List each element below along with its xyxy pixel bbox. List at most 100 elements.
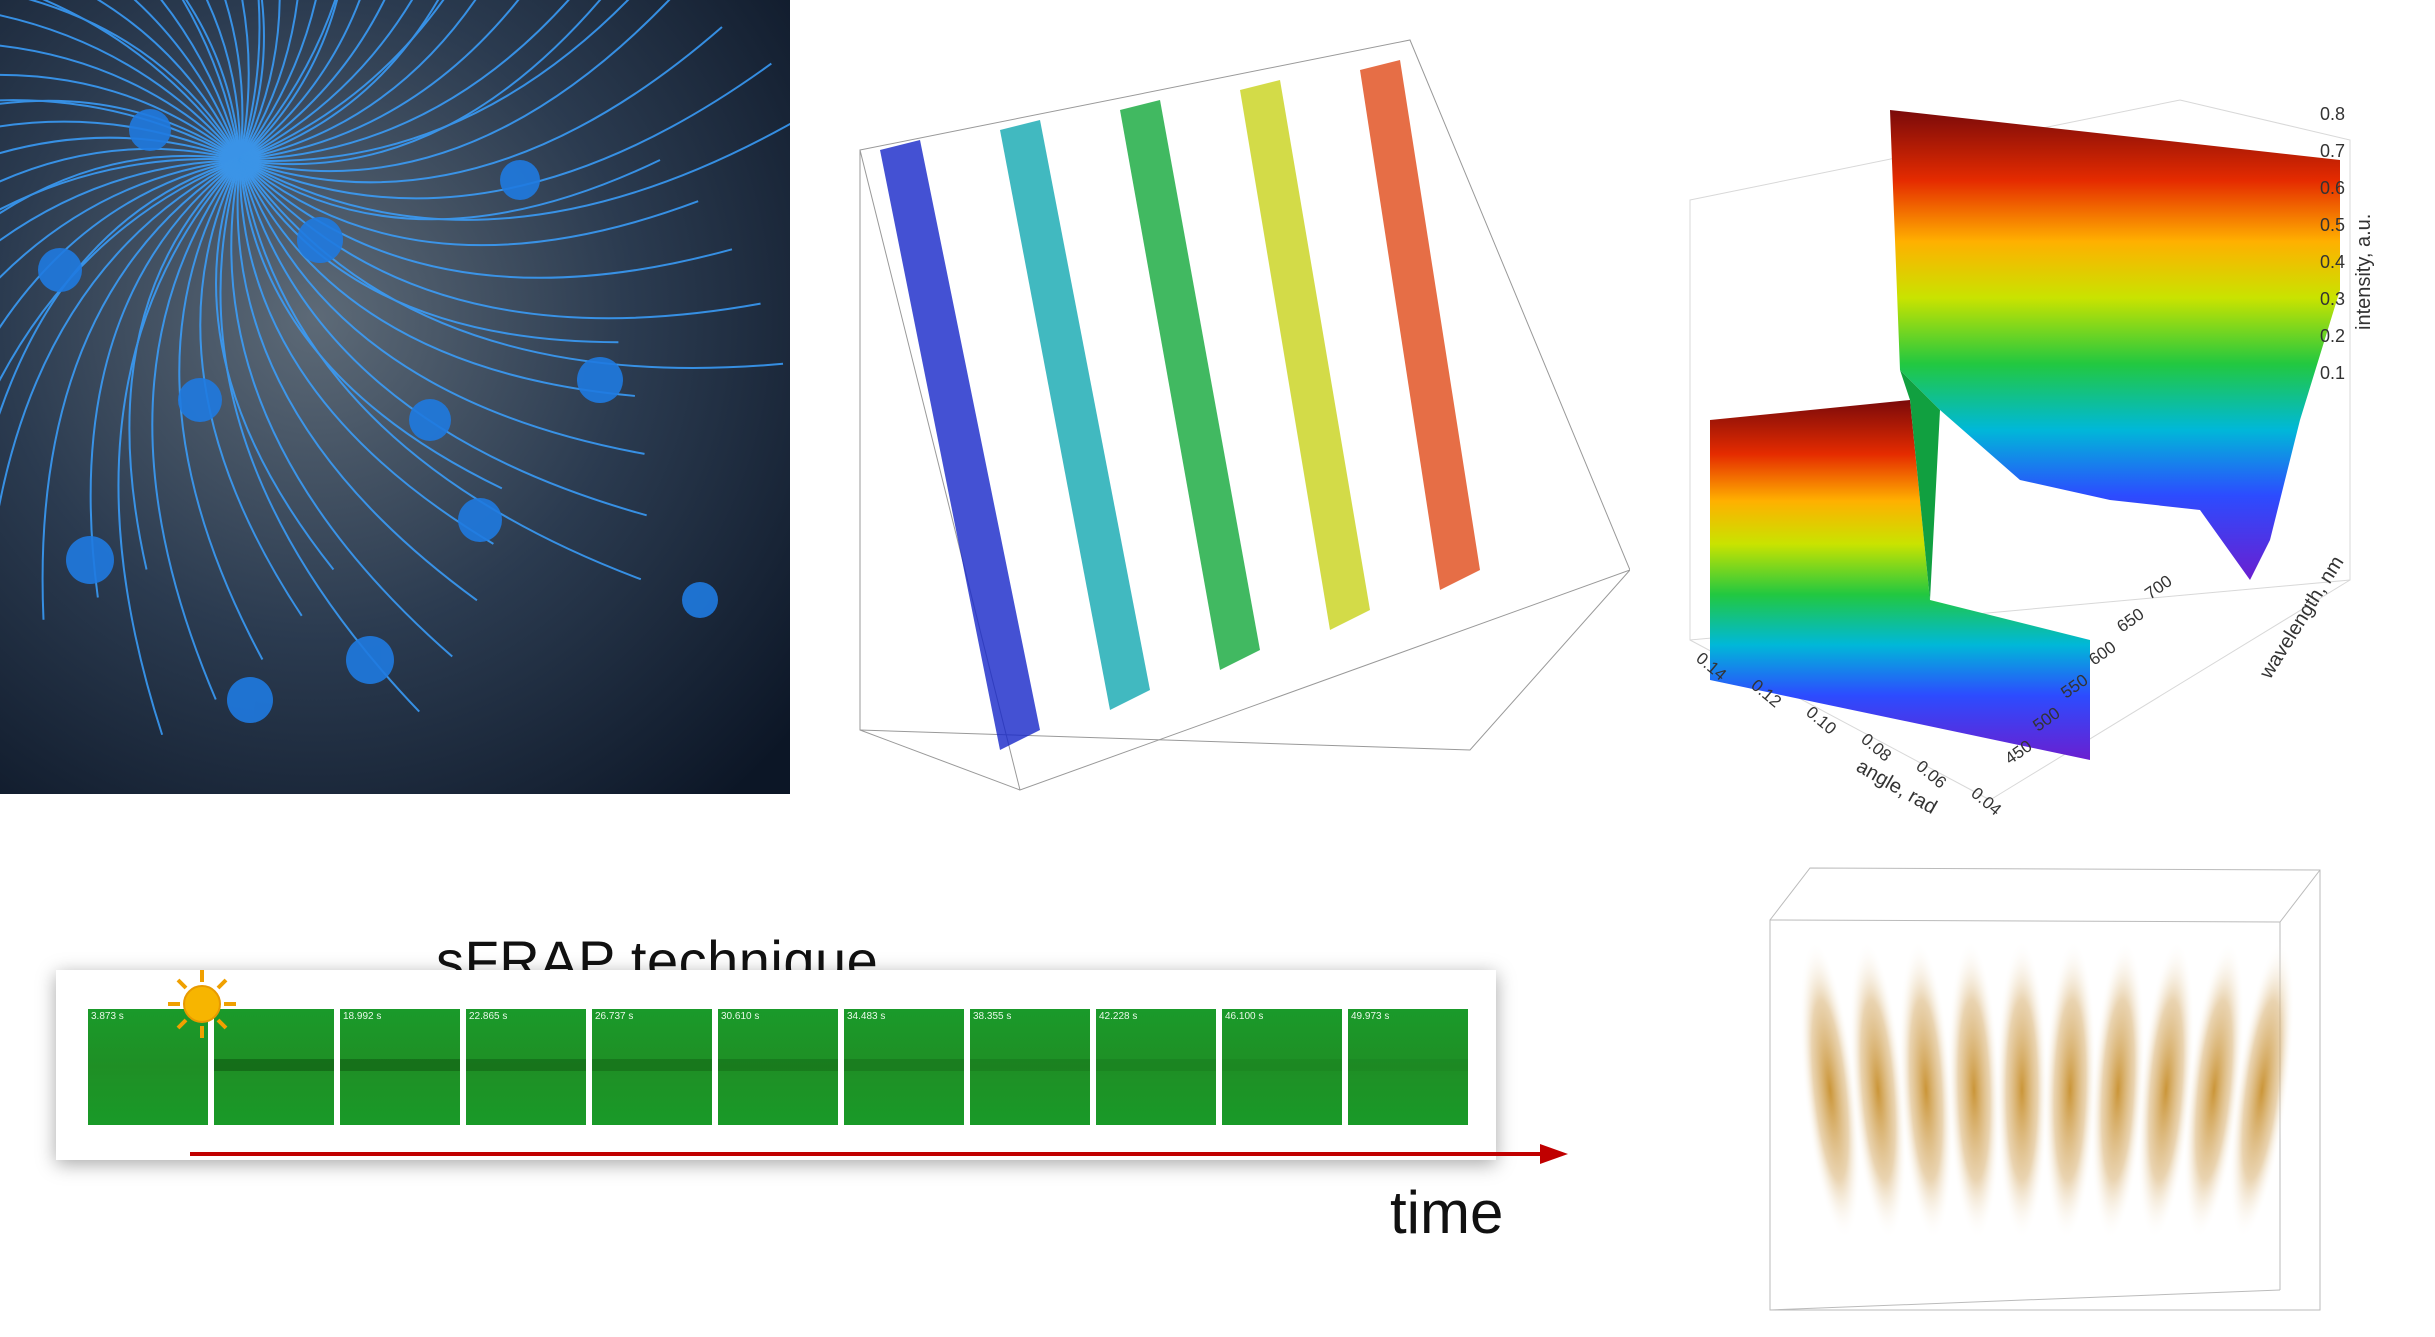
fiber-strand bbox=[239, 0, 337, 161]
y-tick-label: 600 bbox=[2085, 637, 2119, 669]
cell-blob bbox=[297, 217, 343, 263]
fiber-strand bbox=[0, 136, 241, 161]
cell-blob bbox=[227, 677, 273, 723]
frap-frame: 34.483 s bbox=[844, 1009, 964, 1125]
fiber-strand bbox=[239, 0, 445, 161]
frame-sequence: 3.873 s 18.992 s 22.865 s 26.737 s 30.610 s 3… bbox=[88, 1009, 1468, 1125]
fiber-strand bbox=[239, 62, 772, 200]
frap-frame: 26.737 s bbox=[592, 1009, 712, 1125]
gold-stripe bbox=[2137, 940, 2195, 1240]
bleach-band bbox=[844, 1059, 964, 1071]
time-arrow bbox=[190, 1144, 1568, 1164]
fiber-strand bbox=[239, 159, 645, 455]
golden-volume-artwork bbox=[1769, 867, 2321, 1311]
fiber-strand bbox=[239, 0, 671, 173]
frap-frame: 38.355 s bbox=[970, 1009, 1090, 1125]
frap-frame: 18.992 s bbox=[340, 1009, 460, 1125]
fiber-strand bbox=[224, 0, 244, 161]
bleach-band bbox=[1222, 1059, 1342, 1071]
fiber-strand bbox=[239, 159, 635, 397]
fiber-strand bbox=[239, 159, 699, 247]
surface-artwork: 0.8 0.7 0.6 0.5 0.4 0.3 0.2 0.1 intensity, a.u.… bbox=[1689, 99, 2375, 820]
fiber-strand bbox=[0, 44, 241, 161]
color-stripe bbox=[880, 140, 1040, 750]
bleach-band bbox=[466, 1059, 586, 1071]
z-tick-label: 0.1 bbox=[2320, 363, 2345, 383]
fiber-strand bbox=[238, 159, 494, 545]
sfrap-frame-strip: 3.873 s 18.992 s 22.865 s 26.737 s 30.610 s 3… bbox=[56, 970, 1496, 1160]
fiber-strand bbox=[239, 0, 602, 166]
frap-frame: 49.973 s bbox=[1348, 1009, 1468, 1125]
fiber-strand bbox=[27, 0, 241, 161]
fiber-strand bbox=[219, 159, 420, 713]
z-tick-label: 0.5 bbox=[2320, 215, 2345, 235]
color-stripe bbox=[1240, 80, 1370, 630]
fiber-strand bbox=[239, 159, 647, 517]
gold-stripe bbox=[2229, 941, 2295, 1239]
frame-timestamp: 26.737 s bbox=[595, 1011, 634, 1022]
cell-blob bbox=[346, 636, 394, 684]
frame-timestamp: 34.483 s bbox=[847, 1011, 886, 1022]
fiber-strand bbox=[239, 0, 520, 161]
color-stripe bbox=[1000, 120, 1150, 710]
fiber-strand bbox=[230, 159, 453, 658]
gold-stripe bbox=[1799, 940, 1861, 1240]
fiber-strand bbox=[178, 159, 264, 660]
sun-icon bbox=[168, 970, 236, 1038]
fiber-strand bbox=[0, 14, 241, 161]
frap-frame: 3.873 s bbox=[88, 1009, 208, 1125]
microscopy-image bbox=[0, 0, 790, 794]
microscopy-artwork bbox=[0, 0, 790, 794]
x-tick-label: 0.10 bbox=[1802, 703, 1840, 739]
fiber-strand bbox=[199, 159, 303, 617]
fiber-strand bbox=[239, 159, 642, 581]
cell-blob bbox=[129, 109, 171, 151]
cell-blob bbox=[458, 498, 502, 542]
fiber-strand bbox=[89, 159, 241, 598]
frame-timestamp: 22.865 s bbox=[469, 1011, 508, 1022]
bleach-band bbox=[214, 1059, 334, 1071]
fiber-strand bbox=[0, 159, 241, 242]
z-tick-label: 0.7 bbox=[2320, 141, 2345, 161]
x-tick-label: 0.04 bbox=[1967, 784, 2005, 820]
bleach-band bbox=[340, 1059, 460, 1071]
fiber-strand bbox=[151, 159, 241, 700]
cell-blob bbox=[500, 160, 540, 200]
volume-artwork bbox=[859, 39, 1631, 791]
gold-stripe bbox=[1849, 940, 1907, 1240]
fiber-strand bbox=[0, 159, 241, 279]
fiber-strand bbox=[96, 0, 241, 161]
fiber-strand bbox=[128, 159, 241, 570]
fiber-strand bbox=[117, 159, 241, 736]
fiber-strand bbox=[239, 0, 386, 161]
frame-timestamp: 42.228 s bbox=[1099, 1011, 1138, 1022]
fiber-strand bbox=[239, 0, 413, 161]
fiber-strand bbox=[239, 0, 477, 161]
bleach-band bbox=[1096, 1059, 1216, 1071]
frap-frame: 22.865 s bbox=[466, 1009, 586, 1125]
color-stripe bbox=[1120, 100, 1260, 670]
fiber-strand bbox=[0, 154, 241, 215]
fiber-strand bbox=[160, 0, 241, 161]
frame-timestamp: 18.992 s bbox=[343, 1011, 382, 1022]
fiber-strand bbox=[239, 0, 570, 161]
frap-frame: 46.100 s bbox=[1222, 1009, 1342, 1125]
cell-blob bbox=[38, 248, 82, 292]
cell-blob bbox=[577, 357, 623, 403]
fiber-strand bbox=[184, 0, 241, 161]
fiber-strand bbox=[239, 0, 361, 161]
fiber-strand bbox=[239, 159, 503, 490]
fiber-strand bbox=[239, 159, 619, 344]
frame-timestamp: 49.973 s bbox=[1351, 1011, 1390, 1022]
frame-timestamp: 3.873 s bbox=[91, 1011, 124, 1022]
z-tick-label: 0.8 bbox=[2320, 104, 2345, 124]
frame-timestamp: 38.355 s bbox=[973, 1011, 1012, 1022]
gold-stripe bbox=[1947, 940, 2001, 1240]
z-tick-label: 0.2 bbox=[2320, 326, 2345, 346]
z-tick-label: 0.6 bbox=[2320, 178, 2345, 198]
cell-blob bbox=[66, 536, 114, 584]
z-axis-label: intensity, a.u. bbox=[2353, 214, 2375, 330]
gold-stripe bbox=[1898, 940, 1954, 1240]
fiber-strand bbox=[239, 0, 338, 161]
